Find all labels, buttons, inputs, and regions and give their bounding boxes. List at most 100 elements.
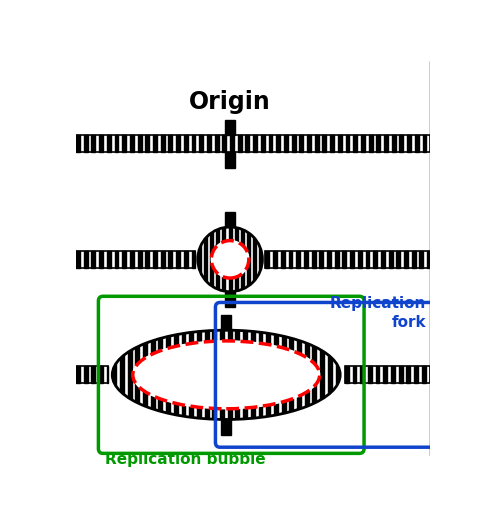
- Bar: [221, 315, 231, 330]
- Bar: [107, 135, 111, 152]
- Bar: [107, 367, 108, 383]
- Bar: [205, 330, 208, 419]
- Bar: [276, 135, 280, 152]
- Bar: [221, 419, 231, 435]
- Bar: [159, 330, 163, 419]
- Bar: [99, 135, 103, 152]
- Bar: [161, 135, 165, 152]
- Bar: [184, 135, 188, 152]
- Ellipse shape: [112, 330, 340, 419]
- Text: Replication bubble: Replication bubble: [105, 452, 265, 467]
- Bar: [243, 330, 247, 419]
- Bar: [76, 135, 430, 152]
- Bar: [358, 251, 362, 268]
- Bar: [192, 251, 195, 268]
- Bar: [305, 330, 309, 419]
- Bar: [76, 367, 80, 383]
- Bar: [127, 330, 131, 419]
- Bar: [143, 330, 147, 419]
- Bar: [84, 135, 87, 152]
- Ellipse shape: [133, 341, 320, 409]
- Bar: [265, 251, 430, 268]
- Bar: [222, 135, 226, 152]
- Bar: [76, 251, 195, 268]
- Bar: [284, 135, 288, 152]
- Bar: [422, 135, 426, 152]
- Bar: [215, 135, 218, 152]
- Bar: [323, 135, 327, 152]
- Bar: [289, 330, 293, 419]
- Bar: [76, 251, 195, 268]
- Bar: [76, 135, 430, 152]
- Bar: [328, 330, 331, 419]
- Bar: [76, 251, 80, 268]
- Bar: [299, 135, 303, 152]
- Bar: [145, 135, 149, 152]
- Bar: [376, 135, 380, 152]
- Bar: [192, 135, 196, 152]
- Bar: [238, 135, 242, 152]
- Bar: [212, 330, 216, 419]
- Bar: [350, 251, 354, 268]
- Bar: [91, 135, 95, 152]
- Bar: [197, 330, 201, 419]
- Bar: [346, 135, 349, 152]
- Bar: [338, 135, 342, 152]
- Bar: [216, 227, 219, 292]
- Bar: [373, 251, 377, 268]
- Bar: [130, 135, 134, 152]
- Bar: [258, 330, 262, 419]
- Bar: [168, 251, 172, 268]
- Bar: [198, 227, 201, 292]
- Bar: [353, 135, 357, 152]
- Bar: [383, 367, 387, 383]
- Bar: [174, 330, 178, 419]
- Bar: [253, 227, 256, 292]
- Bar: [222, 227, 225, 292]
- Bar: [307, 135, 311, 152]
- Bar: [304, 251, 308, 268]
- Bar: [176, 135, 180, 152]
- Bar: [241, 227, 244, 292]
- Bar: [353, 367, 356, 383]
- Bar: [391, 367, 395, 383]
- Ellipse shape: [211, 241, 249, 278]
- Bar: [130, 251, 134, 268]
- Bar: [422, 367, 426, 383]
- Bar: [288, 251, 292, 268]
- Bar: [312, 251, 316, 268]
- Bar: [313, 330, 316, 419]
- Bar: [327, 251, 331, 268]
- Bar: [315, 135, 319, 152]
- Bar: [225, 211, 235, 227]
- Bar: [220, 330, 224, 419]
- Bar: [115, 135, 119, 152]
- Bar: [107, 251, 111, 268]
- Bar: [368, 367, 372, 383]
- Bar: [261, 135, 265, 152]
- Bar: [120, 330, 124, 419]
- Text: Replication
fork: Replication fork: [330, 295, 426, 330]
- Bar: [176, 251, 180, 268]
- Bar: [320, 251, 323, 268]
- Bar: [123, 251, 126, 268]
- Bar: [259, 227, 262, 292]
- Bar: [247, 227, 250, 292]
- Bar: [430, 61, 456, 456]
- Bar: [84, 367, 87, 383]
- Bar: [76, 135, 80, 152]
- Bar: [297, 330, 301, 419]
- Bar: [415, 135, 419, 152]
- Bar: [145, 251, 149, 268]
- Bar: [189, 330, 193, 419]
- Bar: [400, 135, 403, 152]
- Bar: [399, 367, 403, 383]
- Bar: [228, 330, 232, 419]
- Bar: [76, 367, 108, 383]
- Text: Origin: Origin: [189, 90, 271, 114]
- Bar: [123, 135, 126, 152]
- Bar: [407, 135, 411, 152]
- Bar: [384, 135, 388, 152]
- Bar: [366, 251, 370, 268]
- Bar: [429, 367, 430, 383]
